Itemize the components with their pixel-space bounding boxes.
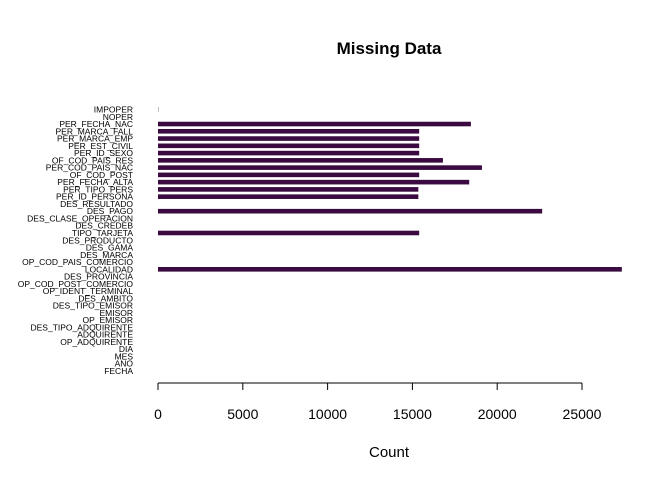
bar-localidad [158,267,622,272]
category-label: PER_ID_SEXO [74,148,133,158]
category-label: IMPOPER [94,105,133,115]
bar-per-est-civil [158,143,420,149]
category-label: DES_TIPO_EMISOR [53,301,133,311]
category-label: PER_FECHA_ALTA [57,177,133,187]
category-label: DES_TIPO_ADQUIRENTE [31,322,134,332]
category-label: PER_MARCA_EMP [57,134,133,144]
category-label: NOPER [103,112,133,122]
bar-per-id-sexo [158,150,420,156]
category-label: PER_MARCA_FALL [56,126,134,136]
category-label: DES_CLASE_OPERACION [27,213,133,223]
bar-des-pago [158,208,543,214]
category-label: ADQUIRENTE [77,330,133,340]
bar-per-fecha-alta [158,179,470,185]
category-label: LOCALIDAD [85,264,133,274]
category-label: OP_COD_POST_COMERCIO [18,279,134,289]
category-label: OP_ADQUIRENTE [60,337,133,347]
category-label: FECHA [104,366,133,376]
bar-tipo-tarjeta [158,230,420,236]
category-label: DES_PROVINCIA [64,272,133,282]
x-tick-label: 15000 [393,406,432,422]
category-label: PER_EST_CIVIL [68,141,133,151]
bar-group [158,107,622,272]
category-label: PER_TIPO_PERS [63,184,133,194]
bar-per-id-persona [158,194,419,199]
bar-per-tipo-pers [158,187,419,192]
x-axis: 0 5000 10000 15000 20000 25000 [154,382,602,422]
bar-per-marca-fall [158,128,420,134]
bar-per-marca-emp [158,136,420,141]
category-label: OF_COD_PAIS_RES [52,155,133,165]
x-tick-label: 10000 [308,406,347,422]
x-tick-label: 25000 [563,406,602,422]
x-axis-title: Count [369,444,410,461]
category-label: OF_COD_POST [70,170,133,180]
x-tick-label: 20000 [478,406,517,422]
category-label: DES_AMBITO [78,293,133,303]
bar-of-cod-post [158,172,420,178]
category-label: DES_CREDEB [75,221,133,231]
bar-of-cod-pais-res [158,158,443,163]
category-label: DES_PRODUCTO [62,235,133,245]
x-tick-label: 0 [154,406,162,422]
bar-per-cod-pais-nac [158,165,482,170]
category-label: OP_EMISOR [82,315,133,325]
category-label: TIPO_TARJETA [72,228,133,238]
category-label: DES_GAMA [86,243,134,253]
category-label: DES_PAGO [87,206,134,216]
category-label: DES_MARCA [80,250,133,260]
chart-title: Missing Data [337,39,442,58]
category-label: DES_RESULTADO [60,199,133,209]
category-label: ANO [115,359,134,369]
category-label: EMISOR [99,308,133,318]
category-label: MES [115,351,134,361]
category-label: DIA [119,344,134,354]
category-label: OP_IDENT_TERMINAL [43,286,133,296]
bar-impoper [158,107,159,112]
category-label: OP_COD_PAIS_COMERCIO [22,257,133,267]
category-label: PER_COD_PAIS_NAC [46,163,133,173]
bar-per-fecha-nac [158,121,471,127]
category-label: PER_FECHA_NAC [59,119,133,129]
category-labels: IMPOPERNOPERPER_FECHA_NACPER_MARCA_FALLP… [18,105,134,377]
x-tick-label: 5000 [227,406,258,422]
category-label: PER_ID_PERSONA [56,192,133,202]
